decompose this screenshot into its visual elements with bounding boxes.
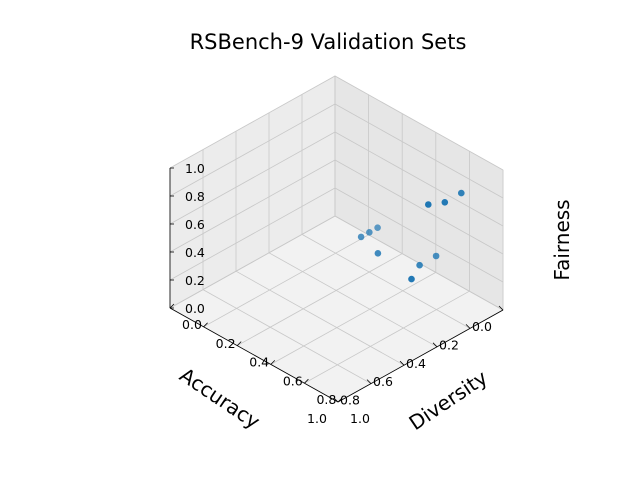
y-tick-mark <box>236 341 242 346</box>
x-tick-mark <box>432 342 438 348</box>
grid-line <box>301 234 471 329</box>
chart-title: RSBench-9 Validation Sets <box>190 30 467 54</box>
grid-line <box>237 253 403 346</box>
data-point <box>357 233 365 241</box>
y-tick-mark <box>203 322 208 328</box>
z-tick-label: 0.0 <box>185 301 205 316</box>
grid-line <box>268 252 438 348</box>
x-tick-mark <box>399 360 405 366</box>
grid-line <box>235 270 405 366</box>
grid-line <box>169 159 336 253</box>
grid-line <box>304 290 470 384</box>
grid-line <box>169 215 336 309</box>
z-tick-label: 1.0 <box>185 161 205 176</box>
data-point <box>366 229 373 236</box>
y-tick-label: 0.4 <box>249 355 269 370</box>
z-tick-label: 0.6 <box>185 217 205 232</box>
y-tick-label: 0.2 <box>216 336 236 351</box>
y-tick-mark <box>337 397 343 403</box>
tick-labels: 0.0 0.2 0.4 0.6 0.8 1.0 0.0 0.2 0.4 0.6 0.8 1.0 0.0 0… <box>169 161 504 426</box>
grid-line <box>202 289 372 384</box>
y-tick-label: 0.0 <box>182 317 202 332</box>
grid-line <box>169 131 336 225</box>
x-tick-mark <box>333 397 339 403</box>
y-tick-mark <box>270 360 276 365</box>
x-tick-label: 0.2 <box>439 337 459 352</box>
x-axis-line <box>337 309 504 403</box>
grid-line <box>169 187 336 281</box>
x-tick-label: 0.6 <box>373 374 393 389</box>
z-tick-label: 0.2 <box>185 273 205 288</box>
x-tick-mark <box>465 324 471 329</box>
axis-panes <box>168 75 505 403</box>
data-point <box>374 250 382 257</box>
data-point <box>416 261 423 269</box>
grid-line <box>334 159 504 255</box>
x-axis-label: Accuracy <box>175 363 264 434</box>
grid-line <box>334 131 504 227</box>
grid-line <box>203 234 369 328</box>
y-tick-label: 0.6 <box>283 373 303 388</box>
grid-line <box>334 187 504 283</box>
data-point <box>374 224 381 231</box>
x-tick-mark <box>366 379 372 384</box>
grid-line <box>334 75 504 171</box>
x-tick-label: 0.4 <box>406 356 426 371</box>
y-axis-label: Diversity <box>404 365 491 435</box>
z-axis-label: Fairness <box>550 199 574 280</box>
z-tick-label: 0.8 <box>185 189 205 204</box>
x-tick-label: 1.0 <box>307 411 327 426</box>
data-point <box>432 252 440 260</box>
x-tick-label: 0.8 <box>340 393 360 408</box>
axis-lines <box>169 168 504 403</box>
data-points <box>357 189 465 283</box>
y-axis-line <box>169 307 339 403</box>
grid-line <box>270 272 436 365</box>
data-point <box>458 189 465 197</box>
grid-line <box>334 103 504 199</box>
data-point <box>425 201 432 208</box>
grid-line <box>169 75 336 169</box>
data-point <box>408 275 415 283</box>
y-tick-label: 1.0 <box>350 411 370 426</box>
x-tick-label: 0.0 <box>472 319 492 334</box>
y-tick-label: 0.8 <box>316 392 336 407</box>
z-tick-label: 0.4 <box>185 245 205 260</box>
x-tick-mark <box>498 305 504 311</box>
data-point <box>441 199 449 206</box>
grid-line <box>169 103 336 197</box>
y-tick-mark <box>169 303 175 309</box>
y-tick-mark <box>304 378 309 384</box>
